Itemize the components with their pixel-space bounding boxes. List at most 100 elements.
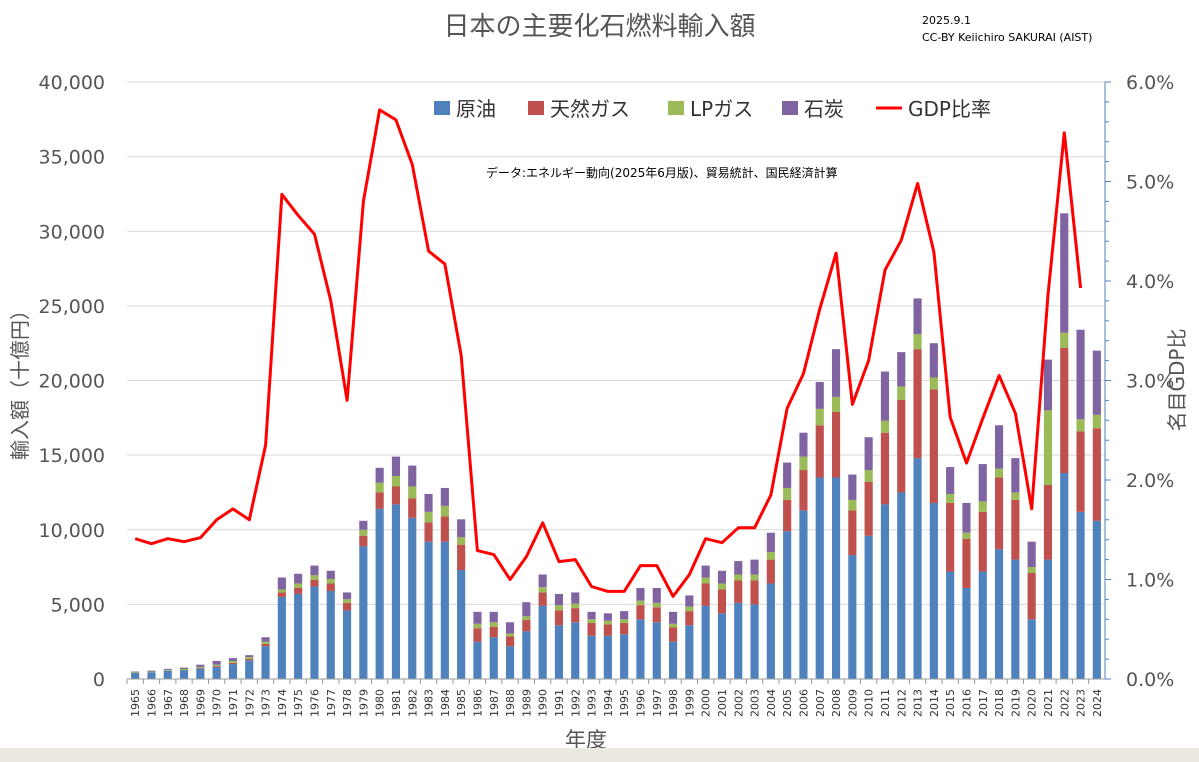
bar-segment [408,517,417,679]
bar-segment [766,583,775,679]
bar-segment [799,456,808,471]
y-tick-label: 20,000 [39,371,105,393]
chart-title: 日本の主要化石燃料輸入額 [443,12,756,42]
bar-segment [457,519,466,538]
bar-segment [880,420,890,433]
bar-segment [880,371,890,421]
bar-segment [538,587,547,593]
x-tick-label: 2022 [1058,689,1071,717]
x-tick-label: 2012 [895,689,908,717]
x-tick-label: 1996 [635,689,648,717]
bar-segment [1043,359,1053,411]
bar-segment [815,381,824,409]
bar-segment [440,541,449,679]
bar-segment [473,641,482,679]
x-tick-label: 1989 [520,689,533,717]
bar-segment [359,546,368,679]
x-tick-label: 1987 [488,689,501,717]
x-tick-label: 2019 [1009,689,1022,717]
x-tick-label: 1990 [537,689,550,717]
bar-segment [994,425,1004,469]
bar-segment [620,623,629,635]
bar-segment [391,486,401,505]
bar-segment [489,622,498,627]
bar-segment [962,587,971,679]
bar-segment [212,667,221,679]
x-tick-label: 2007 [814,689,827,717]
bar-segment [342,602,352,611]
x-tick-label: 1974 [276,689,289,717]
bar-segment [766,532,775,553]
x-tick-label: 2008 [830,689,843,717]
gdp-line-group [134,108,1083,598]
y-axis-ticks: 0 5,000 10,000 15,000 20,000 25,000 30,000 35,0… [39,72,105,691]
x-tick-label: 1965 [129,689,142,717]
x-tick-label: 1994 [602,689,615,717]
bar-segment [848,555,857,679]
bar-segment [359,529,368,536]
bar-segment [163,668,172,670]
bar-segment [652,622,661,679]
bar-segment [326,590,335,679]
footer-strip [0,748,1199,762]
bar-segment [734,574,743,581]
bar-segment [179,667,189,670]
bar-segment [1060,213,1069,333]
bar-segment [668,641,678,679]
bar-segment [147,670,156,672]
bar-segment [668,623,678,628]
y-tick-label: 40,000 [39,72,105,94]
bar-segment [440,505,449,517]
bar-segment [179,669,189,671]
bar-segment [131,672,140,674]
bar-segment [1060,473,1069,679]
x-tick-label: 1997 [651,689,664,717]
y-axis-label: 輸入額（十億円） [8,300,32,460]
bar-segment [929,377,938,390]
bar-segment [261,637,270,642]
bar-segment [489,611,498,623]
bar-segment [913,458,922,679]
bar-segment [310,565,319,576]
bar-segment [685,611,694,626]
bar-segment [1027,541,1036,568]
bar-segment [294,573,303,584]
bar-segment [489,637,498,679]
x-tick-label: 1978 [341,689,354,717]
x-tick-label: 1983 [423,689,436,717]
bar-segment [1011,458,1020,493]
bar-segment [913,349,922,459]
bar-segment [571,608,580,623]
bar-segment [603,613,612,621]
legend-label: LPガス [690,97,753,121]
bar-segment [929,343,938,378]
y2-tick-label: 3.0% [1126,371,1174,393]
bar-segment [1027,619,1036,679]
bar-segment [1011,499,1020,560]
x-tick-label: 2015 [944,689,957,717]
x-tick-label: 1999 [683,689,696,717]
credit-license: CC-BY Keiichiro SAKURAI (AIST) [922,31,1093,44]
bar-segment [1092,414,1101,429]
bar-segment [310,586,319,679]
bar-segment [799,432,808,457]
legend-swatch [668,101,684,115]
bar-segment [620,634,629,679]
bar-segment [473,611,482,624]
bar-segment [701,565,710,578]
x-tick-label: 2000 [700,689,713,717]
x-tick-label: 2006 [798,689,811,717]
credit-date: 2025.9.1 [922,14,971,27]
x-tick-label: 2004 [765,689,778,717]
x-tick-label: 1992 [569,689,582,717]
y-tick-label: 10,000 [39,520,105,542]
bar-segment [277,596,286,679]
bar-segment [457,570,466,679]
bar-segment [245,660,254,679]
x-tick-label: 1993 [586,689,599,717]
bar-segment [245,655,254,658]
bar-segment [717,570,727,584]
bar-segment [750,580,759,605]
bar-segment [701,605,710,679]
bar-segment [342,592,352,600]
